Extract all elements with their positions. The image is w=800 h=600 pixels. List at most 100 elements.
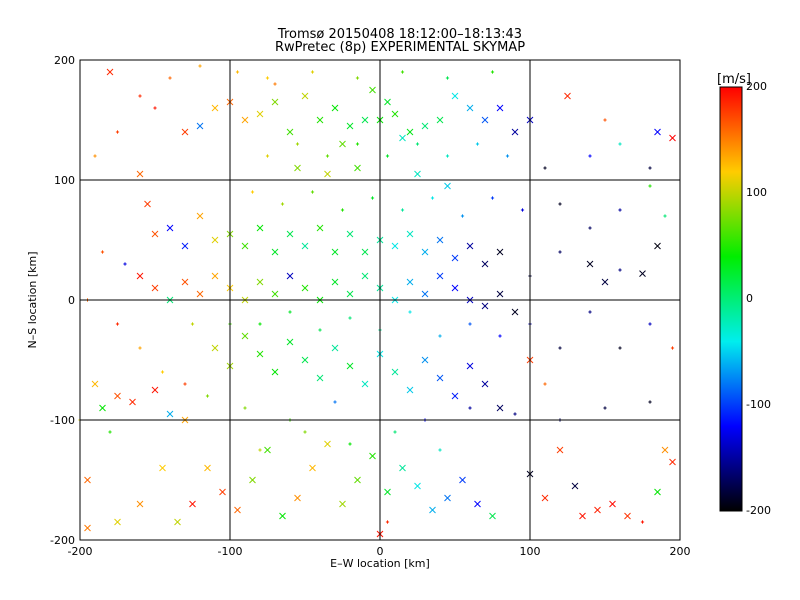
data-point-x-marker <box>151 386 159 394</box>
data-point-x-marker <box>481 380 489 388</box>
data-point-x-marker <box>346 122 354 130</box>
data-point-plus-marker <box>355 142 360 146</box>
data-point-x-marker <box>256 110 264 118</box>
data-point-plus-marker <box>258 448 262 452</box>
data-point-plus-marker <box>543 382 547 386</box>
data-point-x-marker <box>264 446 271 454</box>
scatter-points-layer <box>78 64 676 538</box>
data-point-x-marker <box>99 404 106 412</box>
data-point-x-marker <box>129 398 136 406</box>
data-point-plus-marker <box>325 154 330 158</box>
data-point-x-marker <box>331 104 339 112</box>
data-point-x-marker <box>481 116 489 124</box>
data-point-plus-marker <box>198 64 202 68</box>
data-point-x-marker <box>601 278 609 286</box>
data-point-plus-marker <box>468 322 472 326</box>
data-point-x-marker <box>466 362 474 370</box>
data-point-plus-marker <box>445 154 450 158</box>
data-point-x-marker <box>346 362 354 370</box>
data-point-x-marker <box>114 518 121 526</box>
axis-ticks: -200 -100 0 100 200 -200 -100 0 100 200 <box>50 54 690 558</box>
data-point-plus-marker <box>115 322 120 326</box>
data-point-x-marker <box>301 356 309 364</box>
data-point-plus-marker <box>370 196 375 200</box>
data-point-x-marker <box>429 506 436 514</box>
data-point-x-marker <box>391 242 399 250</box>
data-point-x-marker <box>594 506 601 514</box>
data-point-x-marker <box>384 488 391 496</box>
data-point-plus-marker <box>400 70 405 74</box>
data-point-x-marker <box>211 236 219 244</box>
data-point-x-marker <box>451 92 459 100</box>
data-point-plus-marker <box>348 442 352 446</box>
data-point-plus-marker <box>588 310 592 314</box>
data-point-x-marker <box>256 350 264 358</box>
data-point-x-marker <box>181 242 189 250</box>
data-point-plus-marker <box>490 70 495 74</box>
y-tick-label: -200 <box>50 534 75 547</box>
data-point-plus-marker <box>415 142 420 146</box>
data-point-x-marker <box>279 512 286 520</box>
data-point-plus-marker <box>288 310 292 314</box>
data-point-plus-marker <box>310 70 315 74</box>
grid-lines <box>80 60 680 540</box>
data-point-plus-marker <box>513 412 517 416</box>
data-point-x-marker <box>249 476 256 484</box>
data-point-x-marker <box>451 254 459 262</box>
data-point-x-marker <box>609 500 616 508</box>
data-point-plus-marker <box>618 268 622 272</box>
y-tick-label: -100 <box>50 414 75 427</box>
data-point-x-marker <box>301 92 309 100</box>
data-point-plus-marker <box>438 334 442 338</box>
data-point-x-marker <box>294 164 301 172</box>
data-point-x-marker <box>211 344 219 352</box>
data-point-x-marker <box>459 476 466 484</box>
data-point-plus-marker <box>558 202 562 206</box>
data-point-x-marker <box>361 380 369 388</box>
data-point-plus-marker <box>618 208 622 212</box>
data-point-plus-marker <box>468 406 472 410</box>
data-point-plus-marker <box>520 208 525 212</box>
data-point-x-marker <box>556 446 564 454</box>
data-point-plus-marker <box>648 400 652 404</box>
data-point-x-marker <box>159 464 166 472</box>
chart-title-line1: Tromsø 20150408 18:12:00–18:13:43 <box>277 27 523 42</box>
data-point-x-marker <box>189 500 196 508</box>
data-point-plus-marker <box>93 154 97 158</box>
data-point-x-marker <box>511 128 519 136</box>
data-point-plus-marker <box>183 382 187 386</box>
data-point-x-marker <box>166 224 174 232</box>
data-point-x-marker <box>639 270 646 277</box>
data-point-x-marker <box>294 494 301 502</box>
data-point-plus-marker <box>670 346 675 350</box>
data-point-plus-marker <box>543 166 547 170</box>
data-point-plus-marker <box>333 400 337 404</box>
data-point-x-marker <box>204 464 211 472</box>
data-point-x-marker <box>339 140 346 148</box>
data-point-x-marker <box>144 200 151 208</box>
colorbar-tick-label: 100 <box>746 186 767 199</box>
data-point-x-marker <box>624 512 631 520</box>
data-point-x-marker <box>151 230 159 238</box>
data-point-plus-marker <box>640 520 645 524</box>
x-tick-label: -200 <box>68 545 93 558</box>
data-point-x-marker <box>324 440 331 448</box>
colorbar-tick-label: -100 <box>746 398 771 411</box>
data-point-plus-marker <box>648 322 652 326</box>
data-point-plus-marker <box>235 70 240 74</box>
data-point-x-marker <box>196 290 204 298</box>
data-point-x-marker <box>234 506 241 514</box>
colorbar-unit-label: [m/s] <box>717 72 751 87</box>
data-point-x-marker <box>354 476 361 484</box>
data-point-plus-marker <box>648 184 652 188</box>
data-point-plus-marker <box>438 448 442 452</box>
data-point-plus-marker <box>663 214 667 218</box>
data-point-plus-marker <box>355 76 360 80</box>
data-point-x-marker <box>586 260 594 268</box>
data-point-x-marker <box>196 212 204 220</box>
data-point-x-marker <box>84 524 91 532</box>
data-point-x-marker <box>496 248 504 256</box>
data-point-x-marker <box>324 170 331 178</box>
y-axis-label: N–S location [km] <box>26 251 39 348</box>
data-point-x-marker <box>181 278 189 286</box>
